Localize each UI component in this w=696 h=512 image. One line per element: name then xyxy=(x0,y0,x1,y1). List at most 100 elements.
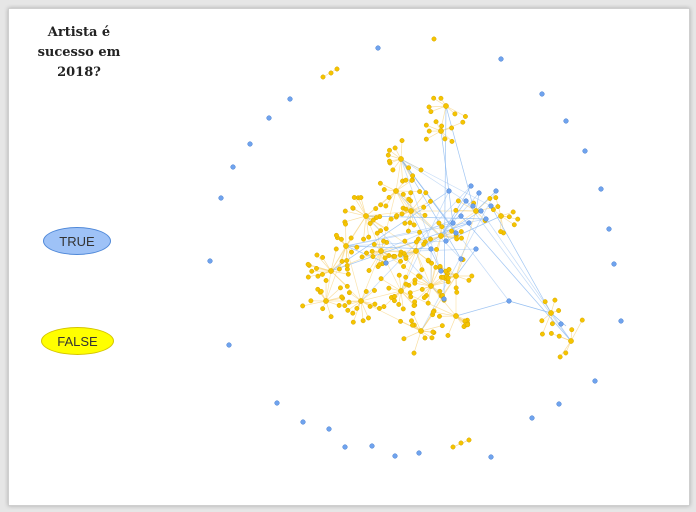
node-false[interactable] xyxy=(376,305,382,311)
node-false[interactable] xyxy=(557,354,563,360)
node-true[interactable] xyxy=(446,188,452,194)
node-true[interactable] xyxy=(539,91,545,97)
node-false[interactable] xyxy=(394,213,400,219)
node-false[interactable] xyxy=(354,244,360,250)
node-false[interactable] xyxy=(438,128,444,134)
node-false[interactable] xyxy=(413,248,419,254)
node-false[interactable] xyxy=(386,285,392,291)
node-false[interactable] xyxy=(367,221,373,226)
node-false[interactable] xyxy=(399,211,405,217)
node-false[interactable] xyxy=(300,303,306,309)
node-false[interactable] xyxy=(371,241,377,247)
node-false[interactable] xyxy=(400,306,406,312)
node-true[interactable] xyxy=(463,198,469,204)
node-false[interactable] xyxy=(367,303,373,309)
node-false[interactable] xyxy=(459,235,464,241)
node-false[interactable] xyxy=(378,228,384,234)
node-false[interactable] xyxy=(569,327,575,333)
node-false[interactable] xyxy=(515,216,521,222)
node-false[interactable] xyxy=(417,274,423,280)
node-false[interactable] xyxy=(403,281,409,287)
node-false[interactable] xyxy=(350,205,356,211)
node-false[interactable] xyxy=(407,290,413,296)
node-false[interactable] xyxy=(397,252,403,258)
node-false[interactable] xyxy=(361,236,367,242)
node-false[interactable] xyxy=(388,216,394,222)
node-false[interactable] xyxy=(305,274,311,280)
node-false[interactable] xyxy=(391,293,397,299)
node-true[interactable] xyxy=(218,195,224,201)
node-false[interactable] xyxy=(431,36,437,42)
node-false[interactable] xyxy=(350,319,356,325)
node-false[interactable] xyxy=(449,125,455,131)
node-false[interactable] xyxy=(449,138,455,144)
node-false[interactable] xyxy=(346,290,352,296)
node-false[interactable] xyxy=(453,285,459,291)
node-false[interactable] xyxy=(370,217,376,223)
node-false[interactable] xyxy=(423,190,429,196)
node-false[interactable] xyxy=(319,271,325,277)
node-false[interactable] xyxy=(411,350,417,356)
node-false[interactable] xyxy=(422,335,428,341)
node-false[interactable] xyxy=(445,275,451,281)
node-false[interactable] xyxy=(426,128,432,134)
node-false[interactable] xyxy=(466,277,472,283)
node-false[interactable] xyxy=(439,123,445,129)
node-false[interactable] xyxy=(454,236,460,242)
node-false[interactable] xyxy=(373,206,379,212)
node-true[interactable] xyxy=(488,203,494,209)
node-true[interactable] xyxy=(498,56,504,62)
node-false[interactable] xyxy=(339,258,345,264)
node-false[interactable] xyxy=(402,238,408,244)
node-false[interactable] xyxy=(418,328,424,334)
node-false[interactable] xyxy=(454,289,460,295)
node-false[interactable] xyxy=(439,224,445,230)
node-true[interactable] xyxy=(453,230,459,236)
node-false[interactable] xyxy=(374,230,380,236)
node-true[interactable] xyxy=(558,321,564,327)
node-false[interactable] xyxy=(437,288,443,294)
node-false[interactable] xyxy=(328,314,334,320)
node-false[interactable] xyxy=(369,248,375,254)
node-false[interactable] xyxy=(548,310,554,316)
node-true[interactable] xyxy=(483,216,489,222)
node-false[interactable] xyxy=(344,258,350,263)
node-false[interactable] xyxy=(410,173,416,179)
node-true[interactable] xyxy=(473,246,479,252)
node-true[interactable] xyxy=(478,208,484,214)
node-false[interactable] xyxy=(370,254,376,260)
node-false[interactable] xyxy=(403,274,409,280)
node-false[interactable] xyxy=(449,228,455,234)
node-false[interactable] xyxy=(549,321,555,327)
node-true[interactable] xyxy=(563,118,569,124)
node-false[interactable] xyxy=(344,263,350,268)
node-false[interactable] xyxy=(345,307,351,313)
node-false[interactable] xyxy=(343,221,348,227)
node-false[interactable] xyxy=(422,212,428,218)
node-false[interactable] xyxy=(320,74,326,80)
node-false[interactable] xyxy=(421,241,427,247)
node-true[interactable] xyxy=(230,164,236,170)
node-false[interactable] xyxy=(408,208,414,214)
node-false[interactable] xyxy=(350,310,356,316)
node-false[interactable] xyxy=(308,298,314,304)
node-false[interactable] xyxy=(336,266,342,272)
node-true[interactable] xyxy=(466,220,472,226)
legend-node-false[interactable]: FALSE xyxy=(41,327,114,355)
node-false[interactable] xyxy=(542,299,548,305)
node-false[interactable] xyxy=(377,262,382,268)
node-false[interactable] xyxy=(437,263,443,269)
node-false[interactable] xyxy=(336,302,342,308)
node-false[interactable] xyxy=(351,195,357,200)
node-false[interactable] xyxy=(425,257,431,263)
node-false[interactable] xyxy=(419,286,425,292)
node-false[interactable] xyxy=(453,273,459,279)
node-false[interactable] xyxy=(430,309,436,315)
node-false[interactable] xyxy=(363,213,369,219)
node-false[interactable] xyxy=(453,207,459,213)
node-false[interactable] xyxy=(386,195,392,200)
node-false[interactable] xyxy=(421,295,427,301)
node-false[interactable] xyxy=(458,229,464,235)
node-false[interactable] xyxy=(385,152,391,158)
node-false[interactable] xyxy=(579,317,585,323)
